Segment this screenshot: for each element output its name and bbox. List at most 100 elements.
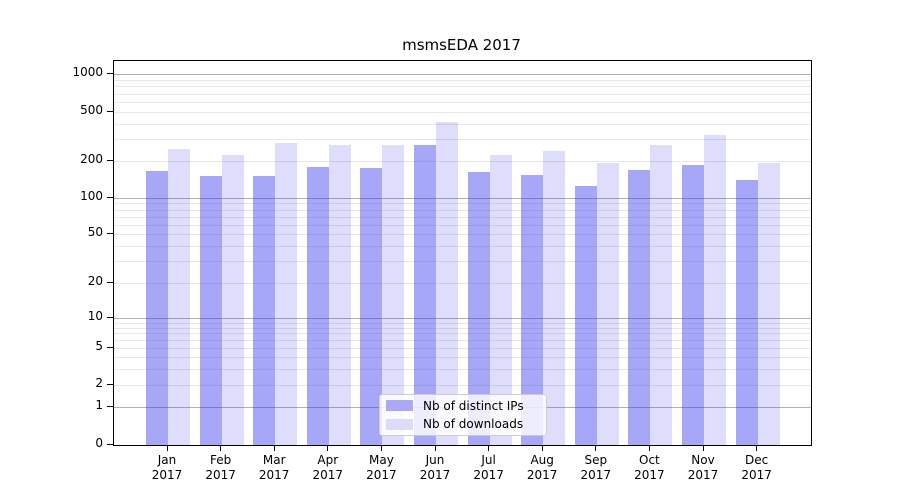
x-tick-label-oct-2017: Oct 2017 [634,453,665,482]
x-tick-label-dec-2017: Dec 2017 [741,453,772,482]
bar-nb-of-downloads-jun-2017 [436,121,458,445]
y-tick-mark-20 [107,281,113,283]
legend: Nb of distinct IPs Nb of downloads [379,394,547,436]
gridline-minor-2 [114,385,811,386]
bar-nb-of-downloads-mar-2017 [275,143,298,445]
gridline-minor-20 [114,283,811,284]
x-tick-mark-aug-2017 [541,445,543,451]
gridline-minor-800 [114,86,811,88]
bar-nb-of-distinct-ips-sep-2017 [574,185,597,445]
bar-nb-of-downloads-jul-2017 [489,155,512,445]
bar-nb-of-distinct-ips-mar-2017 [253,175,276,445]
gridline-minor-3 [114,368,811,370]
x-tick-mark-jul-2017 [488,445,490,451]
x-tick-label-aug-2017: Aug 2017 [526,453,558,482]
x-tick-mark-nov-2017 [702,445,704,451]
legend-item-distinct-ips: Nb of distinct IPs [386,398,540,414]
x-tick-label-feb-2017: Feb 2017 [205,453,236,482]
x-tick-label-jun-2017: Jun 2017 [419,453,451,482]
bar-nb-of-downloads-dec-2017 [757,163,780,445]
bar-nb-of-downloads-jan-2017 [168,149,190,445]
x-tick-mark-apr-2017 [327,445,329,451]
y-tick-label-2: 2 [95,376,103,390]
y-tick-mark-100 [107,196,113,198]
bar-nb-of-distinct-ips-dec-2017 [735,180,758,445]
bar-nb-of-downloads-aug-2017 [543,151,566,445]
y-tick-mark-500 [107,110,113,112]
bar-nb-of-downloads-feb-2017 [221,154,244,445]
x-tick-mark-mar-2017 [273,445,275,451]
x-tick-label-mar-2017: Mar 2017 [258,453,290,482]
y-tick-label-5: 5 [95,339,103,353]
y-tick-mark-0 [107,443,113,445]
y-tick-label-20: 20 [87,274,103,288]
x-tick-label-jan-2017: Jan 2017 [151,453,183,482]
bar-nb-of-downloads-apr-2017 [328,144,351,445]
y-tick-label-10: 10 [87,309,103,323]
y-tick-label-1: 1 [95,398,103,412]
bar-nb-of-distinct-ips-nov-2017 [682,165,704,445]
y-tick-mark-5 [107,346,113,348]
gridline-minor-4 [114,357,811,358]
y-tick-mark-1 [107,405,113,407]
y-tick-label-100: 100 [80,189,103,203]
bar-nb-of-downloads-sep-2017 [596,163,619,445]
gridline-minor-60 [114,224,811,226]
x-tick-mark-feb-2017 [220,445,222,451]
y-tick-mark-200 [107,159,113,161]
gridline-minor-7 [114,333,811,335]
gridline-minor-30 [114,261,811,263]
y-tick-mark-10 [107,316,113,318]
y-tick-mark-2 [107,383,113,385]
y-tick-label-50: 50 [87,225,103,239]
bar-nb-of-distinct-ips-oct-2017 [628,170,651,445]
x-tick-label-nov-2017: Nov 2017 [687,453,719,482]
gridline-minor-8 [114,327,811,329]
x-tick-mark-jun-2017 [434,445,436,451]
gridline-minor-600 [114,102,811,103]
plot-area [113,60,812,446]
bar-nb-of-distinct-ips-jan-2017 [146,171,168,445]
bar-nb-of-distinct-ips-jun-2017 [414,145,436,445]
gridline-major-10 [114,318,811,319]
bar-nb-of-distinct-ips-feb-2017 [199,175,222,445]
x-tick-label-jul-2017: Jul 2017 [473,453,504,482]
gridline-major-1000 [114,74,811,75]
y-tick-mark-50 [107,232,113,234]
gridline-minor-80 [114,209,811,211]
gridline-minor-90 [114,203,811,205]
y-tick-label-200: 200 [80,152,103,166]
gridline-minor-40 [114,245,811,247]
bar-nb-of-distinct-ips-apr-2017 [306,166,329,445]
legend-item-downloads: Nb of downloads [386,417,540,433]
gridline-minor-300 [114,139,811,141]
gridline-minor-400 [114,123,811,125]
bar-nb-of-distinct-ips-aug-2017 [521,175,544,445]
x-tick-label-may-2017: May 2017 [366,453,397,482]
x-tick-label-sep-2017: Sep 2017 [580,453,612,482]
y-tick-label-500: 500 [80,103,103,117]
x-tick-mark-dec-2017 [756,445,758,451]
bar-nb-of-distinct-ips-may-2017 [360,168,383,445]
gridline-minor-700 [114,93,811,95]
x-tick-mark-oct-2017 [648,445,651,451]
legend-label-distinct-ips: Nb of distinct IPs [423,398,524,413]
bar-nb-of-distinct-ips-jul-2017 [467,171,490,445]
x-tick-mark-may-2017 [380,445,383,451]
x-tick-mark-jan-2017 [166,445,168,451]
bar-nb-of-downloads-oct-2017 [650,144,673,445]
x-tick-mark-sep-2017 [595,445,597,451]
gridline-major-100 [114,198,811,199]
legend-label-downloads: Nb of downloads [423,417,524,432]
x-tick-label-apr-2017: Apr 2017 [312,453,344,482]
bar-nb-of-downloads-may-2017 [382,144,405,445]
gridline-minor-50 [114,234,811,235]
gridline-minor-500 [114,112,811,113]
chart-title: msmsEDA 2017 [402,36,521,54]
gridline-minor-200 [114,161,811,162]
gridline-minor-6 [114,340,811,342]
legend-swatch-downloads-icon [386,418,413,430]
gridline-minor-5 [114,348,811,349]
y-tick-mark-1000 [107,72,113,74]
